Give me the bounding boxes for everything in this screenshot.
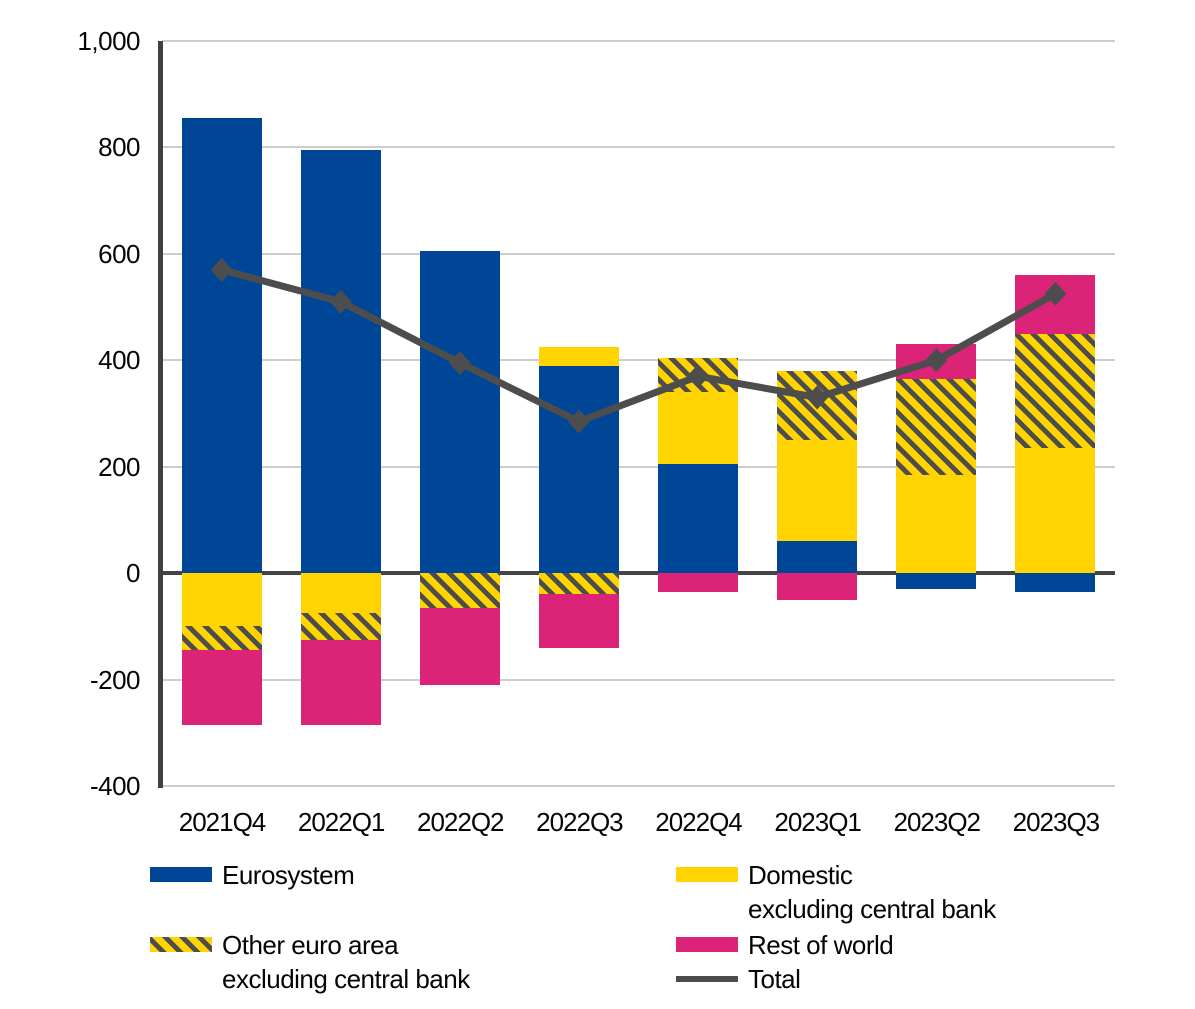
- y-axis-label: -400: [89, 771, 141, 801]
- other-euro-area-swatch-icon: [150, 937, 212, 952]
- gridline: [162, 252, 1115, 255]
- total-marker-diamond-icon: [806, 385, 829, 410]
- bar-segment-domestic-excluding-central-bank: [300, 573, 381, 614]
- legend-item-total: Total: [676, 962, 801, 996]
- legend-label-domestic-line2: excluding central bank: [748, 894, 996, 924]
- bar-segment-domestic-excluding-central-bank: [538, 346, 619, 366]
- y-axis-line: [158, 41, 163, 788]
- bar-segment-other-euro-area-excluding-central-bank: [419, 573, 500, 608]
- legend-label-other-euro-area-line1: Other euro area: [222, 930, 399, 960]
- total-marker-diamond-icon: [210, 257, 233, 282]
- legend-item-eurosystem: Eurosystem: [150, 858, 355, 892]
- gridline: [162, 40, 1115, 42]
- gridline: [162, 359, 1115, 362]
- total-line-svg: [210, 257, 1067, 434]
- zero-line: [162, 571, 1115, 576]
- total-marker-diamond-icon: [687, 364, 710, 389]
- total-marker-diamond-icon: [567, 409, 590, 434]
- bar-segment-domestic-excluding-central-bank: [658, 392, 739, 465]
- bar-segment-domestic-excluding-central-bank: [777, 440, 858, 542]
- bar-segment-other-euro-area-excluding-central-bank: [300, 613, 381, 640]
- x-axis-label: 2022Q1: [297, 807, 386, 837]
- legend-label-other-euro-area-line2: excluding central bank: [222, 964, 470, 994]
- bar-segment-other-euro-area-excluding-central-bank: [538, 573, 619, 595]
- bar-segment-eurosystem: [658, 464, 739, 574]
- y-axis-label: 1,000: [77, 26, 140, 56]
- domestic-swatch-icon: [676, 867, 738, 882]
- bar-segment-rest-of-world: [300, 639, 381, 725]
- bar-segment-eurosystem: [419, 251, 500, 574]
- total-marker-diamond-icon: [329, 289, 352, 314]
- bar-segment-eurosystem: [777, 541, 858, 574]
- bar-segment-other-euro-area-excluding-central-bank: [1015, 333, 1096, 449]
- bar-segment-eurosystem: [538, 365, 619, 574]
- gridline: [162, 465, 1115, 468]
- x-axis-label: 2023Q1: [774, 807, 862, 837]
- x-axis-label: 2023Q2: [893, 807, 981, 837]
- total-marker-diamond-icon: [925, 348, 948, 373]
- bar-segment-other-euro-area-excluding-central-bank: [181, 626, 262, 651]
- legend-item-other-euro-area: Other euro area excluding central bank: [150, 928, 470, 996]
- y-axis-label: 400: [98, 345, 140, 376]
- total-line-swatch-icon: [676, 976, 738, 982]
- gridline: [162, 146, 1115, 149]
- x-axis-label: 2022Q4: [655, 807, 743, 837]
- x-axis-label: 2023Q3: [1012, 807, 1101, 837]
- legend-label-domestic-line1: Domestic: [748, 860, 853, 890]
- legend-label-eurosystem: Eurosystem: [222, 860, 355, 890]
- bar-segment-eurosystem: [300, 150, 381, 574]
- total-marker-diamond-icon: [1044, 281, 1067, 306]
- bar-segment-domestic-excluding-central-bank: [181, 573, 262, 627]
- bar-segment-rest-of-world: [777, 573, 858, 600]
- bar-segment-domestic-excluding-central-bank: [896, 474, 977, 574]
- rest-of-world-swatch-icon: [676, 937, 738, 952]
- x-axis-label: 2021Q4: [178, 807, 267, 837]
- eurosystem-swatch-icon: [150, 867, 212, 882]
- bar-segment-eurosystem: [896, 573, 977, 590]
- bar-segment-eurosystem: [1015, 573, 1096, 592]
- y-axis-label: 800: [98, 132, 140, 163]
- bar-segment-rest-of-world: [538, 594, 619, 648]
- bar-segment-other-euro-area-excluding-central-bank: [896, 378, 977, 475]
- total-line: [220, 266, 1058, 425]
- bar-segment-rest-of-world: [419, 607, 500, 685]
- legend-item-domestic: Domestic excluding central bank: [676, 858, 996, 926]
- plot-area: [158, 40, 1115, 788]
- x-axis-label: 2022Q2: [416, 807, 505, 837]
- y-axis-label: 0: [126, 558, 140, 589]
- bar-segment-rest-of-world: [181, 650, 262, 725]
- legend-item-rest-of-world: Rest of world: [676, 928, 894, 962]
- y-axis-label: 200: [98, 451, 140, 482]
- x-axis-label: 2022Q3: [536, 807, 624, 837]
- total-marker-diamond-icon: [448, 350, 471, 375]
- bar-segment-rest-of-world: [658, 573, 739, 592]
- legend-label-total: Total: [748, 964, 801, 994]
- legend-label-rest-of-world: Rest of world: [748, 930, 894, 960]
- y-axis-label: -200: [89, 664, 141, 695]
- y-axis-label: 600: [98, 238, 140, 269]
- bar-segment-eurosystem: [181, 118, 262, 574]
- bar-segment-domestic-excluding-central-bank: [1015, 448, 1096, 574]
- gridline: [162, 785, 1115, 787]
- gridline: [162, 678, 1115, 681]
